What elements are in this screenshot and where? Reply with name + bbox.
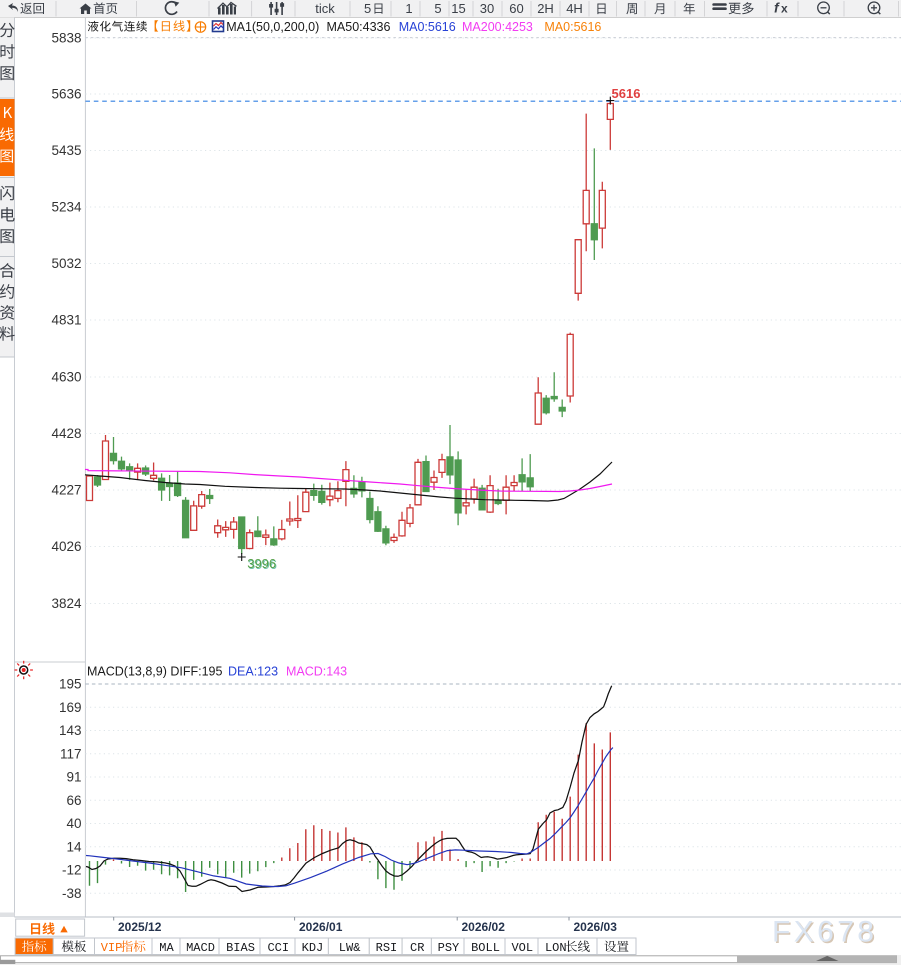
svg-text:KDJ: KDJ [302,941,324,955]
svg-text:143: 143 [59,723,82,738]
svg-text:MACD: MACD [186,941,215,955]
svg-text:4428: 4428 [51,426,81,441]
svg-text:DEA:123: DEA:123 [228,665,278,679]
svg-text:MA: MA [159,941,174,955]
svg-text:MA1(50,0,200,0): MA1(50,0,200,0) [226,20,319,34]
svg-text:1: 1 [405,1,412,16]
svg-text:5616: 5616 [612,86,641,101]
svg-text:4026: 4026 [51,539,81,554]
svg-text:-12: -12 [62,863,82,878]
svg-text:169: 169 [59,700,82,715]
svg-text:PSY: PSY [438,941,460,955]
svg-text:91: 91 [66,770,81,785]
svg-text:60: 60 [509,1,523,16]
svg-text:MACD(13,8,9) DIFF:195: MACD(13,8,9) DIFF:195 [87,665,223,679]
svg-text:VOL: VOL [511,941,533,955]
svg-text:40: 40 [66,816,81,831]
svg-text:MACD:143: MACD:143 [286,665,347,679]
svg-text:2026/01: 2026/01 [299,920,343,934]
svg-text:3996: 3996 [248,557,277,572]
svg-text:5032: 5032 [51,256,81,271]
svg-text:-38: -38 [62,886,82,901]
svg-text:LW&: LW& [339,941,361,955]
svg-text:4227: 4227 [51,483,81,498]
svg-text:RSI: RSI [376,941,398,955]
svg-text:MA200:4253: MA200:4253 [462,20,533,34]
svg-text:5: 5 [434,1,441,16]
svg-text:BIAS: BIAS [226,941,255,955]
svg-text:5: 5 [364,1,371,16]
svg-text:3996: 3996 [247,556,276,571]
svg-text:FX678: FX678 [772,915,877,948]
svg-text:LON: LON [545,941,567,955]
svg-text:MA0:5616: MA0:5616 [544,20,601,34]
svg-text:14: 14 [66,839,82,854]
svg-text:MA50:4336: MA50:4336 [327,20,391,34]
svg-text:f: f [774,0,780,16]
svg-text:VIP: VIP [101,941,123,955]
svg-text:2026/03: 2026/03 [574,920,618,934]
svg-text:195: 195 [59,677,82,692]
svg-text:tick: tick [315,1,335,16]
svg-text:4H: 4H [566,1,583,16]
svg-text:5838: 5838 [51,31,81,46]
svg-text:4630: 4630 [51,370,81,385]
svg-text:5234: 5234 [51,200,82,215]
svg-text:30: 30 [480,1,494,16]
svg-text:4831: 4831 [51,313,81,328]
svg-text:15: 15 [451,1,465,16]
svg-text:BOLL: BOLL [471,941,500,955]
svg-text:5636: 5636 [51,87,81,102]
svg-text:2025/12: 2025/12 [118,920,162,934]
svg-text:CCI: CCI [267,941,289,955]
svg-text:3824: 3824 [51,596,82,611]
svg-text:66: 66 [66,793,81,808]
svg-text:x: x [781,2,788,16]
svg-text:CR: CR [410,941,424,955]
svg-text:2H: 2H [537,1,554,16]
svg-text:FX678: FX678 [774,917,879,950]
svg-text:2026/02: 2026/02 [462,920,506,934]
svg-text:MA0:5616: MA0:5616 [399,20,456,34]
svg-text:117: 117 [60,747,82,762]
svg-text:5435: 5435 [51,143,81,158]
